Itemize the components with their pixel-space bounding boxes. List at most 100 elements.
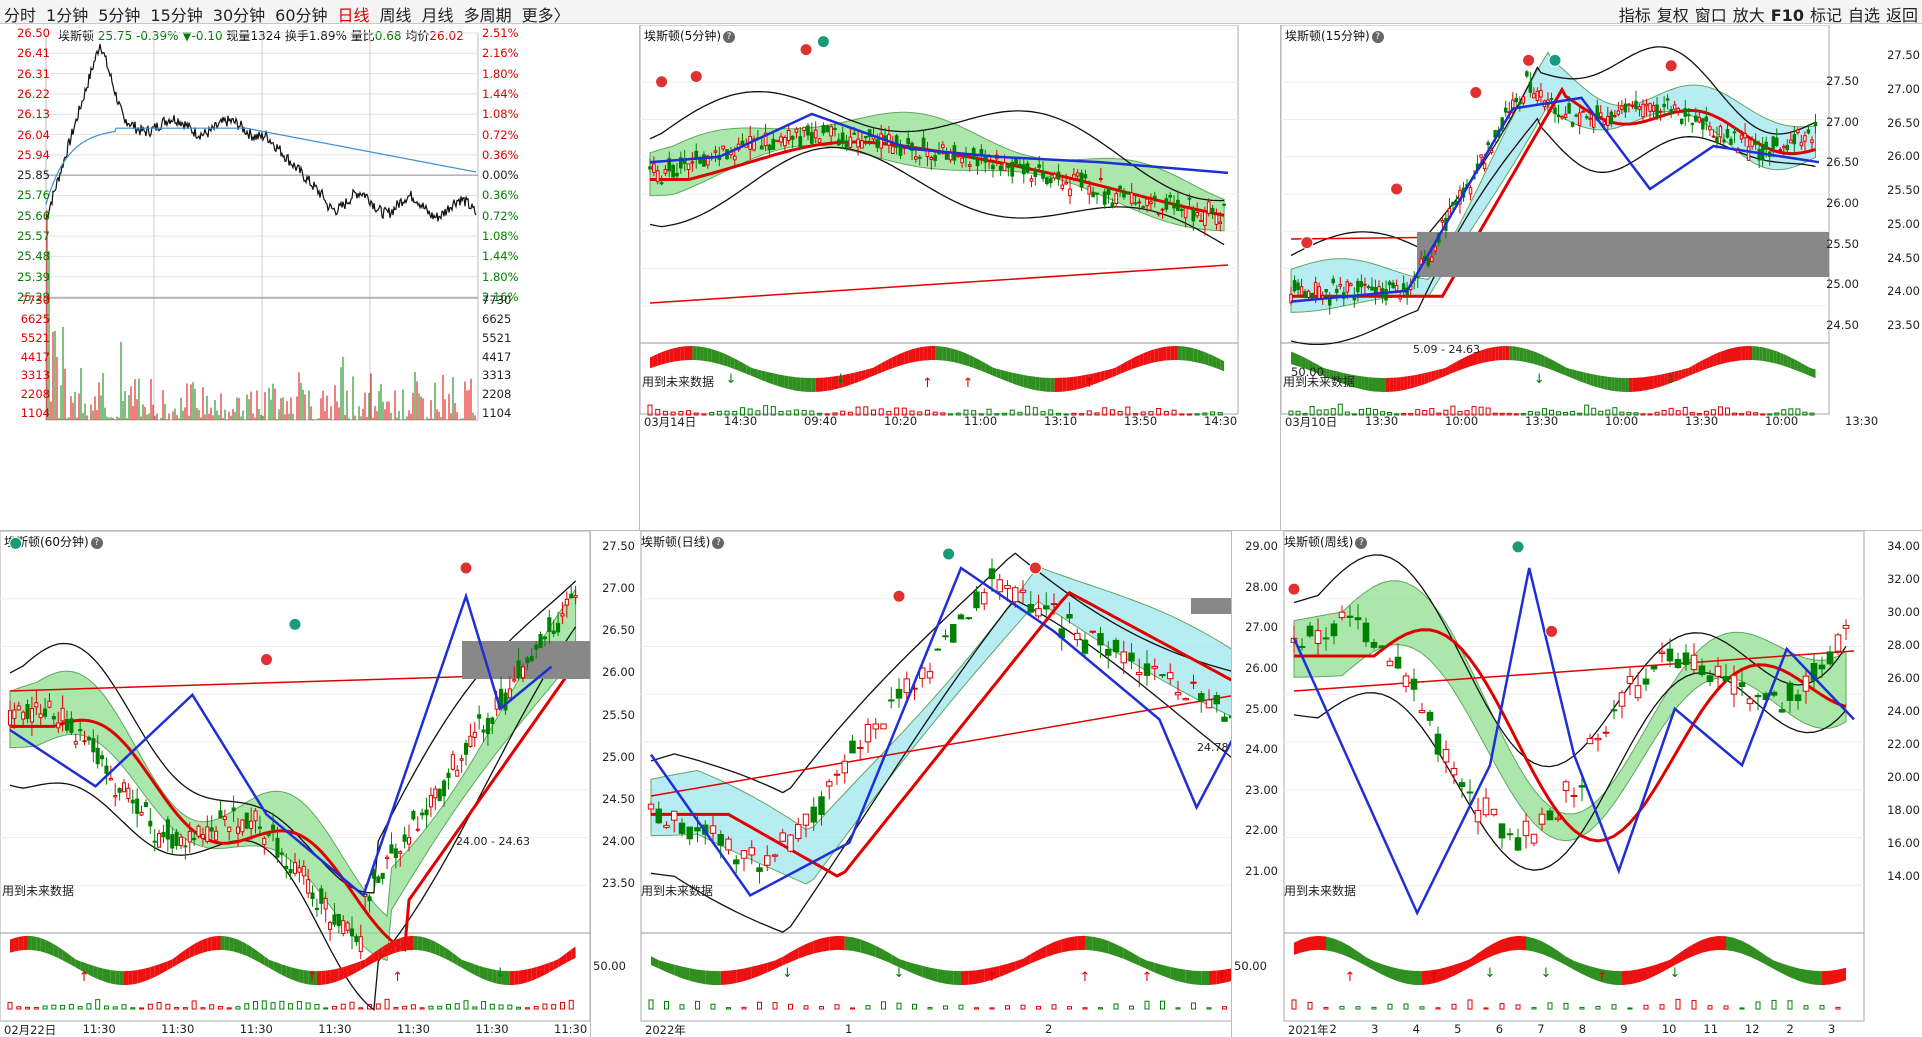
kline-chart-5min[interactable]: ↓ ↓ ↑ ↑ ↑	[640, 25, 1280, 430]
candle-body	[240, 819, 245, 833]
oscillator-ribbon	[900, 352, 905, 366]
tab-9[interactable]: 多周期	[463, 6, 512, 25]
kline-panel-weekly[interactable]: 埃斯顿(周线)? ↑ ↑ ↓ ↓ ↑ ↓ 用到未来数据 29.00 28.00 27.00 26…	[1232, 531, 1922, 1037]
histogram-bar	[1696, 413, 1702, 416]
tab-2[interactable]: 5分钟	[98, 6, 141, 25]
oscillator-ribbon	[1814, 970, 1822, 986]
candle-body	[170, 834, 175, 849]
candle-body	[222, 816, 227, 820]
candle-body	[1366, 286, 1371, 289]
oscillator-ribbon	[719, 351, 724, 366]
oscillator-ribbon	[761, 370, 766, 382]
oscillator-ribbon	[409, 935, 414, 951]
kline-chart-weekly[interactable]: ↑ ↑ ↓ ↓ ↑ ↓	[1232, 531, 1922, 1037]
oscillator-ribbon	[1502, 346, 1506, 361]
candle-body	[1317, 286, 1321, 300]
tab-1[interactable]: 1分钟	[46, 6, 89, 25]
kline-panel-60min[interactable]: 埃斯顿(60分钟)? ↑ ↑ ↑ ↓ 用到未来数据 24.00 - 24.63 02月…	[0, 531, 590, 1037]
histogram-bar	[1760, 413, 1766, 416]
oscillator-ribbon	[852, 937, 861, 953]
tab-10[interactable]: 更多〉	[521, 6, 570, 25]
kline-chart-daily[interactable]: ↓ ↓ ↑ ↑ ↑ ↑	[591, 531, 1281, 1037]
oscillator-ribbon	[1598, 968, 1606, 984]
candle-body	[1650, 665, 1658, 670]
kline-panel-15min[interactable]: 埃斯顿(15分钟)? ↓ ↓ 用到未来数据 5.09 - 24.63 27.50 2…	[1281, 25, 1922, 430]
oscillator-ribbon	[365, 956, 370, 968]
oscillator-ribbon	[989, 365, 993, 376]
x-tick-label: 02月22日	[4, 1023, 57, 1037]
oscillator-ribbon	[1127, 358, 1132, 371]
oscillator-ribbon	[1574, 960, 1582, 974]
oscillator-ribbon	[1758, 950, 1766, 965]
tool-3[interactable]: 放大	[1732, 6, 1765, 25]
histogram-bar	[1563, 411, 1569, 416]
candle-body	[174, 831, 179, 847]
tool-6[interactable]: 自选	[1847, 6, 1880, 25]
oscillator-ribbon	[742, 362, 747, 374]
period-toolbar: 分时 1分钟 5分钟 15分钟 30分钟 60分钟 日线 周线 月线 多周期 更多〉 指标 复权 窗口放…	[0, 0, 1922, 25]
histogram-bar	[1079, 413, 1085, 416]
price-tick: 26.04	[17, 127, 50, 142]
oscillator-ribbon	[88, 964, 94, 977]
candle-body	[1588, 117, 1592, 120]
candle-body	[1514, 837, 1522, 851]
candle-body	[1292, 280, 1297, 292]
oscillator-ribbon	[1343, 373, 1348, 386]
candle-body	[1578, 785, 1586, 788]
tab-8[interactable]: 月线	[421, 6, 454, 25]
candle-body	[21, 711, 26, 720]
oscillator-ribbon	[1516, 346, 1520, 361]
candle-body	[1098, 178, 1103, 181]
oscillator-ribbon	[1302, 936, 1310, 953]
kline-panel-daily[interactable]: 埃斯顿(日线)? ↓ ↓ ↑ ↑ ↑ ↑ 用到未来数据 24.78 - 24 27.50 2…	[591, 531, 1281, 1037]
histogram-bar	[726, 1007, 731, 1010]
oscillator-ribbon	[1147, 350, 1151, 365]
tab-6[interactable]: 日线	[337, 6, 370, 25]
tool-5[interactable]: 标记	[1809, 6, 1842, 25]
candle-body	[91, 738, 96, 753]
timeshare-chart[interactable]	[0, 25, 522, 430]
candle-body	[690, 161, 695, 164]
histogram-bar	[1520, 412, 1526, 416]
tab-7[interactable]: 周线	[379, 6, 412, 25]
histogram-bar	[986, 408, 992, 416]
candle-body	[678, 822, 686, 834]
candle-body	[477, 714, 482, 719]
kline-chart-60min[interactable]: ↑ ↑ ↑ ↓	[0, 531, 590, 1037]
x-tick-label: 11	[1703, 1022, 1719, 1036]
oscillator-ribbon	[1414, 374, 1418, 388]
candle-body	[1363, 283, 1367, 286]
tab-4[interactable]: 30分钟	[212, 6, 266, 25]
tool-4[interactable]: F10	[1770, 6, 1804, 25]
histogram-bar	[1478, 406, 1484, 416]
kline-chart-15min[interactable]: ↓ ↓	[1281, 25, 1922, 430]
histogram-bar	[1809, 412, 1815, 416]
oscillator-ribbon	[727, 354, 731, 368]
candle-body	[964, 155, 968, 158]
candle-body	[235, 826, 241, 834]
bollinger-line	[650, 552, 1264, 794]
histogram-bar	[763, 405, 769, 416]
candle-body	[1584, 116, 1589, 119]
histogram-bar	[793, 409, 799, 416]
tab-0[interactable]: 分时	[4, 6, 37, 25]
tool-7[interactable]: 返回	[1885, 6, 1918, 25]
candle-body	[1006, 166, 1011, 169]
oscillator-ribbon	[689, 968, 698, 983]
oscillator-ribbon	[669, 348, 674, 363]
tool-0[interactable]: 指标	[1618, 6, 1651, 25]
tab-5[interactable]: 60分钟	[275, 6, 328, 25]
timeshare-panel[interactable]: 埃斯顿 25.75 -0.39% ▼-0.10 现量1324 换手1.89% 量…	[0, 25, 522, 430]
candle-body	[152, 840, 157, 843]
histogram-bar	[778, 410, 784, 416]
histogram-bar	[1036, 1005, 1041, 1010]
tab-3[interactable]: 15分钟	[150, 6, 203, 25]
oscillator-ribbon	[1686, 943, 1694, 960]
tool-1[interactable]: 复权	[1656, 6, 1689, 25]
kline-panel-5min[interactable]: 埃斯顿(5分钟)? ↓ ↓ ↑ ↑ ↑ 用到未来数据 03月14日 14:30 09:40 1…	[640, 25, 1280, 430]
candle-body	[864, 723, 872, 743]
oscillator-ribbon	[1062, 377, 1067, 392]
oscillator-ribbon	[540, 964, 545, 977]
tool-2[interactable]: 窗口	[1694, 6, 1727, 25]
candle-body	[1129, 192, 1134, 204]
